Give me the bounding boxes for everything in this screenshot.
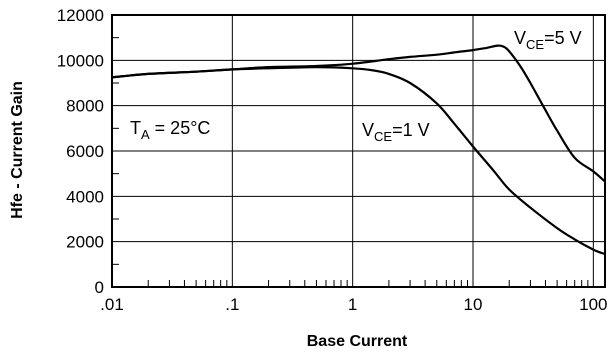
series-line-1: [111, 66, 606, 256]
series-label-vce-1v: VCE=1 V: [362, 120, 430, 144]
x-tick-label: 10: [464, 295, 483, 314]
series-label-vce-1v-sub: CE: [374, 129, 392, 144]
y-tick-label: 2000: [66, 233, 104, 252]
temperature-annotation-rest: = 25°C: [150, 118, 211, 138]
plot-frame: [111, 14, 606, 288]
temperature-annotation-main: T: [130, 118, 141, 138]
y-tick-label: 0: [95, 278, 104, 297]
x-axis-title: Base Current: [307, 333, 408, 350]
series-line-0: [111, 44, 606, 183]
x-tick-label: .1: [225, 295, 239, 314]
x-tick-label: 100: [579, 295, 607, 314]
y-tick-label: 10000: [57, 51, 104, 70]
series-label-vce-5v-main: V: [514, 28, 526, 48]
temperature-annotation-sub: A: [141, 127, 150, 142]
grid-lines: [112, 15, 605, 287]
x-tick-labels: .01 .1 1 10 100: [100, 295, 607, 314]
y-tick-label: 6000: [66, 142, 104, 161]
temperature-annotation: TA = 25°C: [130, 118, 210, 142]
series-label-vce-5v-rest: =5 V: [544, 28, 582, 48]
y-tick-label: 12000: [57, 6, 104, 25]
data-series: [111, 44, 606, 256]
y-tick-label: 8000: [66, 97, 104, 116]
y-tick-labels: 0 2000 4000 6000 8000 10000 12000: [57, 6, 104, 297]
series-label-vce-5v-sub: CE: [526, 37, 544, 52]
series-label-vce-1v-rest: =1 V: [392, 120, 430, 140]
x-tick-label: 1: [348, 295, 357, 314]
x-tick-label: .01: [100, 295, 124, 314]
series-label-vce-1v-main: V: [362, 120, 374, 140]
minor-tick-marks: [112, 37, 589, 287]
series-label-vce-5v: VCE=5 V: [514, 28, 582, 52]
y-tick-label: 4000: [66, 187, 104, 206]
y-axis-title: Hfe - Current Gain: [9, 81, 26, 219]
